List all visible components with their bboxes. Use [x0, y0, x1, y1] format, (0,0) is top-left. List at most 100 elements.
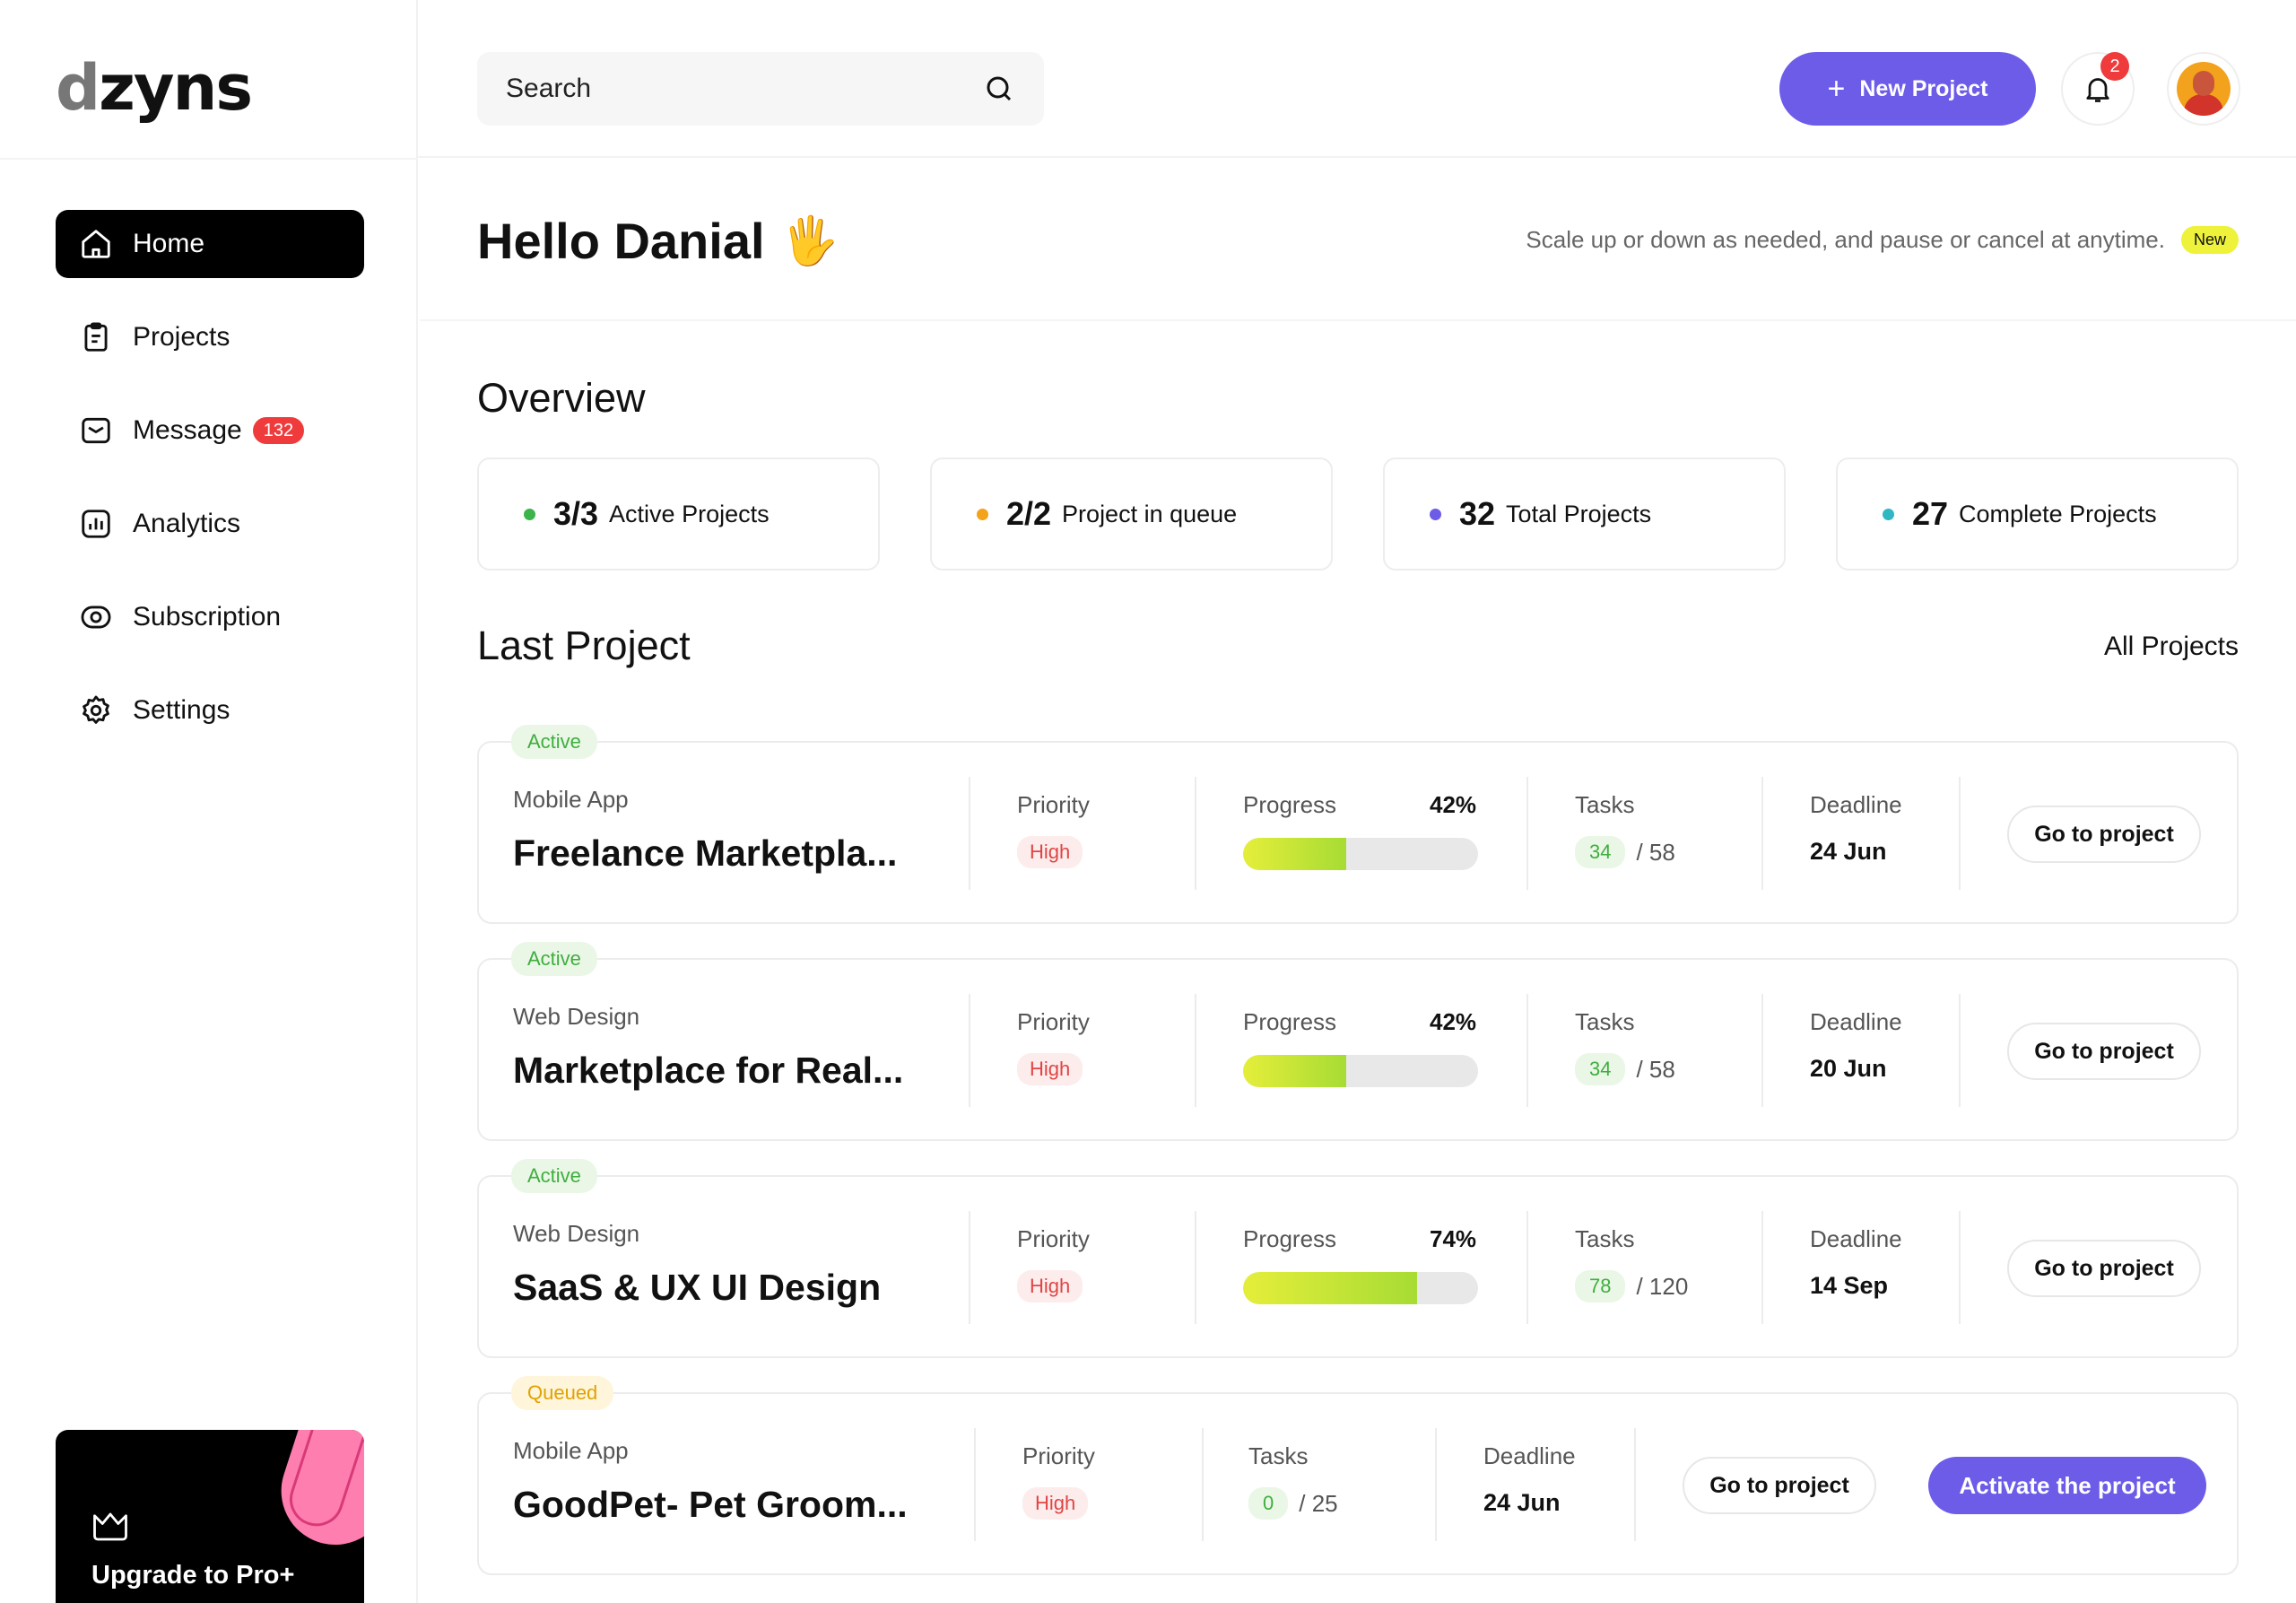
- search-input[interactable]: [506, 74, 983, 104]
- sidebar-item-label: Subscription: [133, 602, 282, 632]
- sidebar-item-settings[interactable]: Settings: [56, 676, 364, 745]
- divider: [969, 994, 970, 1107]
- sidebar-nav: Home Projects Message 132 Analytics Su: [56, 210, 364, 770]
- go-to-project-button[interactable]: Go to project: [1683, 1457, 1876, 1514]
- project-name[interactable]: Marketplace for Real...: [513, 1050, 904, 1091]
- go-to-project-button[interactable]: Go to project: [2007, 806, 2201, 863]
- tasks-done: 0: [1248, 1487, 1289, 1520]
- sidebar-item-message[interactable]: Message 132: [56, 396, 364, 465]
- progress-label: Progress: [1243, 791, 1337, 818]
- project-card: Queued Mobile App GoodPet- Pet Groom... …: [477, 1376, 2239, 1575]
- status-dot: [1883, 508, 1894, 520]
- project-name[interactable]: Freelance Marketpla...: [513, 832, 898, 874]
- status-dot: [1430, 508, 1441, 520]
- stat-value: 3/3: [553, 495, 599, 532]
- sidebar-item-analytics[interactable]: Analytics: [56, 490, 364, 558]
- search-box[interactable]: [477, 52, 1044, 126]
- progress-percent: 74%: [1430, 1225, 1477, 1252]
- tasks-done: 34: [1575, 1053, 1626, 1085]
- divider: [1195, 994, 1196, 1107]
- gear-icon: [79, 693, 113, 727]
- status-badge: Active: [511, 725, 597, 759]
- priority-badge: High: [1017, 1270, 1083, 1302]
- progress-bar: [1243, 1272, 1478, 1304]
- mail-icon: [79, 414, 113, 448]
- progress-percent: 42%: [1430, 1008, 1477, 1035]
- all-projects-link[interactable]: All Projects: [2103, 632, 2239, 661]
- project-category: Mobile App: [513, 1437, 629, 1464]
- new-project-label: New Project: [1859, 75, 1988, 101]
- section-divider: [420, 319, 2296, 321]
- tasks-done: 34: [1575, 836, 1626, 868]
- search-icon[interactable]: [983, 73, 1015, 105]
- sidebar-item-home[interactable]: Home: [56, 210, 364, 278]
- sidebar-item-label: Analytics: [133, 509, 241, 538]
- plus-icon: +: [1827, 71, 1846, 106]
- project-card: Active Mobile App Freelance Marketpla...…: [477, 725, 2239, 924]
- deadline-value: 14 Sep: [1810, 1272, 1889, 1299]
- project-category: Web Design: [513, 1220, 640, 1247]
- tasks-count: 34 / 58: [1575, 1053, 1675, 1085]
- status-badge: Active: [511, 1159, 597, 1193]
- upgrade-title: Upgrade to Pro+: [91, 1561, 295, 1590]
- stat-value: 27: [1912, 495, 1949, 532]
- progress-fill: [1243, 1272, 1417, 1304]
- sidebar-divider: [0, 158, 418, 160]
- divider: [1202, 1428, 1204, 1541]
- divider: [974, 1428, 976, 1541]
- stat-card: 27 Complete Projects: [1836, 457, 2239, 571]
- tasks-total: / 25: [1299, 1489, 1338, 1517]
- last-project-heading: Last Project: [477, 623, 691, 668]
- stat-label: Project in queue: [1062, 500, 1238, 527]
- deadline-label: Deadline: [1810, 1008, 1902, 1035]
- greeting: Hello Danial 🖐: [477, 212, 839, 270]
- wave-emoji: 🖐: [780, 215, 839, 267]
- status-dot: [977, 508, 988, 520]
- divider: [1959, 1211, 1961, 1324]
- project-category: Mobile App: [513, 786, 629, 813]
- subscription-icon: [79, 600, 113, 634]
- divider: [1959, 777, 1961, 890]
- sidebar-item-subscription[interactable]: Subscription: [56, 583, 364, 651]
- progress-label: Progress: [1243, 1225, 1337, 1252]
- activate-project-button[interactable]: Activate the project: [1928, 1457, 2206, 1514]
- chart-icon: [79, 507, 113, 541]
- overview-heading: Overview: [477, 375, 646, 421]
- notification-count-badge: 2: [2100, 52, 2129, 81]
- divider: [1526, 777, 1528, 890]
- stat-value: 32: [1459, 495, 1496, 532]
- deadline-label: Deadline: [1810, 1225, 1902, 1252]
- go-to-project-button[interactable]: Go to project: [2007, 1023, 2201, 1080]
- project-card: Active Web Design Marketplace for Real..…: [477, 942, 2239, 1141]
- avatar[interactable]: [2167, 52, 2240, 126]
- logo[interactable]: dzyns: [56, 51, 253, 125]
- notifications-button[interactable]: 2: [2061, 52, 2135, 126]
- sidebar-item-label: Projects: [133, 322, 230, 352]
- sidebar-item-label: Message: [133, 415, 242, 445]
- divider: [969, 1211, 970, 1324]
- tasks-label: Tasks: [1575, 791, 1635, 818]
- tasks-count: 0 / 25: [1248, 1487, 1338, 1520]
- deadline-value: 20 Jun: [1810, 1055, 1887, 1082]
- stat-label: Total Projects: [1506, 500, 1652, 527]
- deadline-label: Deadline: [1483, 1442, 1576, 1469]
- progress-label: Progress: [1243, 1008, 1337, 1035]
- divider: [1761, 1211, 1763, 1324]
- crown-icon: [93, 1512, 127, 1541]
- progress-bar: [1243, 1055, 1478, 1087]
- tasks-done: 78: [1575, 1270, 1626, 1302]
- new-project-button[interactable]: + New Project: [1779, 52, 2036, 126]
- upgrade-card[interactable]: Upgrade to Pro+: [56, 1430, 364, 1603]
- project-name[interactable]: SaaS & UX UI Design: [513, 1267, 882, 1308]
- divider: [1526, 994, 1528, 1107]
- sidebar-item-projects[interactable]: Projects: [56, 303, 364, 371]
- tasks-total: / 58: [1636, 1055, 1675, 1083]
- project-name[interactable]: GoodPet- Pet Groom...: [513, 1484, 908, 1525]
- go-to-project-button[interactable]: Go to project: [2007, 1240, 2201, 1297]
- divider: [1526, 1211, 1528, 1324]
- sidebar-item-label: Settings: [133, 695, 230, 725]
- project-card: Active Web Design SaaS & UX UI Design Pr…: [477, 1159, 2239, 1358]
- top-header: + New Project 2: [418, 0, 2296, 158]
- tasks-count: 78 / 120: [1575, 1270, 1688, 1302]
- stat-label: Active Projects: [609, 500, 770, 527]
